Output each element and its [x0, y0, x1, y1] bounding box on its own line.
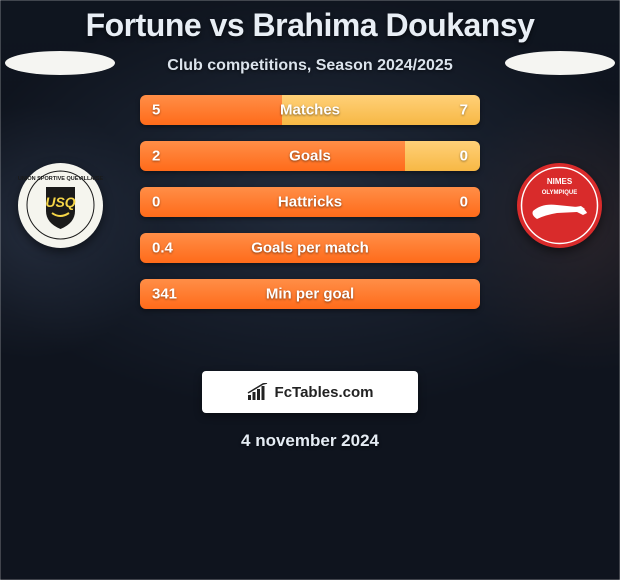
- stat-value-right: 0: [460, 148, 468, 165]
- club-logo-left: UNION SPORTIVE QUEVILLAISE USQ: [18, 163, 103, 248]
- club-logo-right-wrap: NIMES OLYMPIQUE: [517, 163, 602, 248]
- vs-text: vs: [210, 7, 245, 43]
- page-title: Fortune vs Brahima Doukansy: [0, 8, 620, 43]
- svg-text:UNION SPORTIVE QUEVILLAISE: UNION SPORTIVE QUEVILLAISE: [18, 176, 103, 182]
- stat-row: 0 0 Hattricks: [140, 187, 480, 217]
- attribution-badge: FcTables.com: [202, 371, 418, 413]
- comparison-card: Fortune vs Brahima Doukansy Club competi…: [0, 0, 620, 451]
- stats-area: UNION SPORTIVE QUEVILLAISE USQ NIMES OLY…: [0, 103, 620, 353]
- stat-label: Min per goal: [266, 286, 354, 303]
- stat-label: Goals per match: [251, 240, 369, 257]
- stat-value-left: 5: [152, 102, 160, 119]
- club-logo-left-wrap: UNION SPORTIVE QUEVILLAISE USQ: [18, 163, 103, 248]
- stat-value-left: 2: [152, 148, 160, 165]
- chart-icon: [247, 383, 269, 401]
- stat-value-left: 0.4: [152, 240, 173, 257]
- stat-row: 5 7 Matches: [140, 95, 480, 125]
- player2-name: Brahima Doukansy: [253, 7, 535, 43]
- bar-fill-right: [405, 141, 480, 171]
- stat-value-right: 7: [460, 102, 468, 119]
- stat-value-right: 0: [460, 194, 468, 211]
- shield-icon: UNION SPORTIVE QUEVILLAISE USQ: [18, 163, 103, 248]
- svg-text:NIMES: NIMES: [547, 177, 573, 186]
- stat-label: Goals: [289, 148, 331, 165]
- stat-label: Hattricks: [278, 194, 342, 211]
- attribution-text: FcTables.com: [275, 384, 374, 401]
- stat-label: Matches: [280, 102, 340, 119]
- player1-name: Fortune: [86, 7, 202, 43]
- stat-value-left: 341: [152, 286, 177, 303]
- stat-row: 0.4 Goals per match: [140, 233, 480, 263]
- stat-value-left: 0: [152, 194, 160, 211]
- bar-fill-left: [140, 95, 282, 125]
- club-logo-right: NIMES OLYMPIQUE: [517, 163, 602, 248]
- svg-text:OLYMPIQUE: OLYMPIQUE: [542, 190, 577, 196]
- date-text: 4 november 2024: [0, 431, 620, 451]
- stat-row: 2 0 Goals: [140, 141, 480, 171]
- stat-row: 341 Min per goal: [140, 279, 480, 309]
- bar-fill-left: [140, 141, 405, 171]
- svg-text:USQ: USQ: [45, 194, 75, 210]
- crocodile-icon: NIMES OLYMPIQUE: [517, 163, 602, 248]
- stat-bars: 5 7 Matches 2 0 Goals 0 0 Hattricks 0.4 Goals per …: [140, 95, 480, 325]
